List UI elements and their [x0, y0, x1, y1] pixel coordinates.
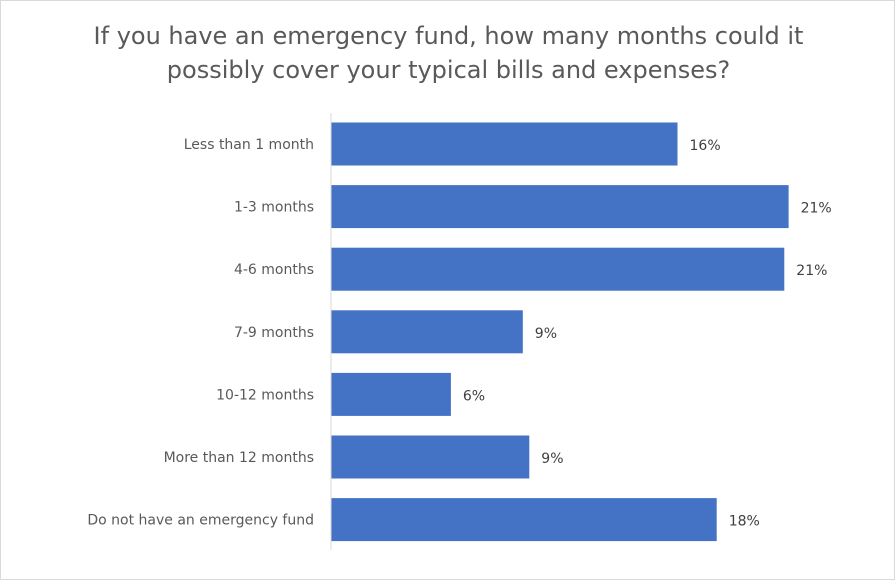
category-label: 1-3 months: [234, 200, 314, 216]
data-label: 9%: [535, 326, 557, 342]
bar: [331, 310, 523, 354]
category-label: Less than 1 month: [184, 137, 314, 153]
bars-group: [331, 122, 789, 542]
data-label: 6%: [463, 388, 485, 404]
category-label: 4-6 months: [234, 262, 314, 278]
data-label: 21%: [796, 263, 827, 279]
value-labels-group: 16% 21% 21% 9% 6% 9% 18%: [463, 138, 832, 530]
data-label: 18%: [729, 514, 760, 530]
bar: [331, 247, 785, 291]
category-label: More than 12 months: [164, 450, 314, 466]
data-label: 16%: [690, 138, 721, 154]
bar: [331, 498, 717, 542]
category-label: Do not have an emergency fund: [87, 513, 314, 529]
data-label: 21%: [801, 201, 832, 217]
data-label: 9%: [541, 451, 563, 467]
bar: [331, 435, 530, 479]
bar: [331, 185, 789, 229]
chart-title: If you have an emergency fund, how many …: [93, 22, 804, 84]
bar: [331, 122, 678, 166]
category-label: 7-9 months: [234, 325, 314, 341]
category-labels-group: Less than 1 month 1-3 months 4-6 months 7-9…: [87, 137, 314, 529]
bar: [331, 372, 451, 416]
category-label: 10-12 months: [216, 387, 314, 403]
